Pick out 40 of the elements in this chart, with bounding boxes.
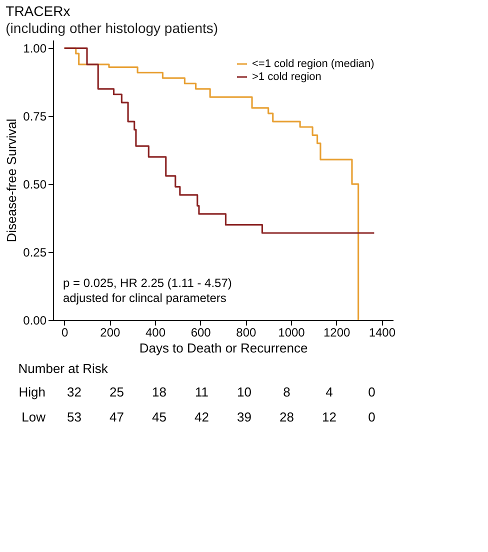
- y-tick-label: Low: [22, 410, 46, 424]
- data-label: 28: [280, 410, 294, 424]
- data-label: 53: [67, 410, 82, 424]
- data-label: 39: [237, 410, 252, 424]
- data-label: 45: [152, 410, 166, 424]
- chart-title: TRACERx: [6, 3, 70, 19]
- y-tick-label: 0.25: [23, 246, 47, 260]
- data-label: 32: [67, 384, 82, 400]
- x-tick-label: 600: [190, 326, 212, 340]
- data-label: 0: [368, 410, 376, 424]
- data-label: 12: [322, 410, 336, 424]
- data-label: 18: [152, 384, 166, 400]
- y-tick-label: High: [18, 384, 46, 400]
- x-tick-label: 1000: [278, 326, 306, 340]
- data-label: 11: [195, 384, 208, 400]
- y-tick-label: 0.75: [23, 110, 47, 124]
- x-tick-label: 200: [100, 326, 120, 340]
- data-label: 42: [194, 410, 209, 424]
- annotation: p = 0.025, HR 2.25 (1.11 - 4.57): [63, 276, 232, 290]
- x-axis-title: Days to Death or Recurrence: [139, 340, 308, 356]
- data-label: 0: [368, 384, 376, 400]
- y-tick-label: 0.00: [23, 314, 47, 328]
- y-axis-title: Disease-free Survival: [4, 118, 20, 242]
- y-tick-label: 1.00: [23, 42, 47, 56]
- data-label: 10: [237, 384, 252, 400]
- chart-title: Number at Risk: [18, 361, 108, 376]
- y-tick-label: 0.50: [23, 178, 47, 192]
- annotation: adjusted for clincal parameters: [63, 291, 226, 305]
- x-tick-label: 800: [236, 326, 256, 340]
- data-label: 4: [326, 384, 333, 400]
- x-tick-label: 400: [145, 326, 166, 340]
- data-label: 25: [110, 384, 124, 400]
- x-tick-label: 0: [61, 326, 68, 340]
- legend-label: >1 cold region: [252, 71, 322, 83]
- x-tick-label: 1400: [368, 326, 396, 340]
- chart-subtitle: (including other histology patients): [6, 20, 218, 36]
- data-label: 47: [110, 410, 124, 424]
- data-label: 8: [283, 384, 290, 400]
- legend-label: <=1 cold region (median): [252, 58, 374, 70]
- x-tick-label: 1200: [323, 326, 351, 340]
